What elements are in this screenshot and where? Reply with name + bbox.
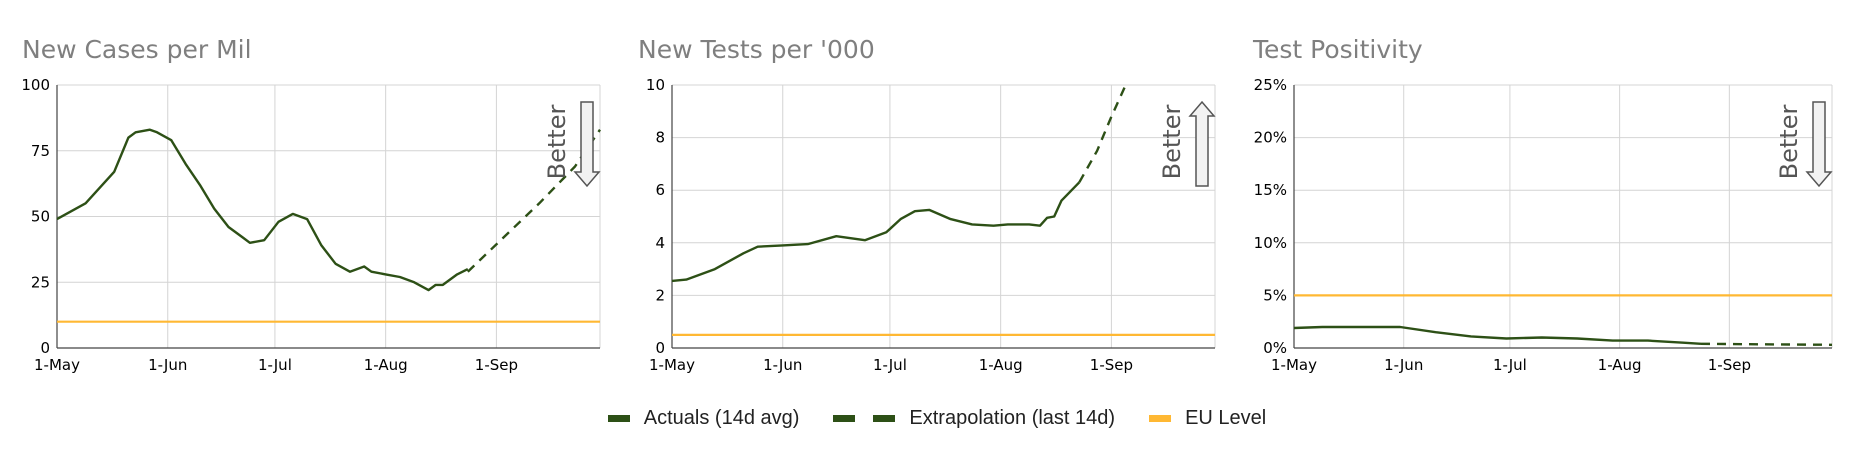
- chart-3-xtick-label-0: 1-May: [1271, 356, 1317, 374]
- chart-1-actual-line: [56, 128, 469, 292]
- chart-1-xtick-label-2: 1-Jul: [258, 356, 292, 374]
- chart-1-xtick-label-1: 1-Jun: [148, 356, 187, 374]
- charts-area: New Cases per Mil 0 25 50 75 100 1-May 1-Jun 1-J…: [21, 35, 1833, 374]
- chart-3-ytick-label-5: 25%: [1254, 76, 1287, 94]
- legend-label-actuals: Actuals (14d avg): [643, 406, 800, 429]
- chart-2-better-arrow-icon: [1188, 100, 1216, 187]
- chart-2-ytick-label-3: 6: [655, 181, 665, 199]
- chart-3-better-arrow-icon: [1805, 101, 1833, 188]
- chart-3-xtick-label-2: 1-Jul: [1493, 356, 1527, 374]
- chart-2-ytick-label-5: 10: [646, 76, 665, 94]
- chart-3-ytick-label-0: 0%: [1263, 339, 1287, 357]
- chart-2-xtick-label-1: 1-Jun: [763, 356, 802, 374]
- chart-3-actual-line: [1293, 325, 1702, 345]
- chart-1-title: New Cases per Mil: [22, 35, 252, 64]
- chart-2-ytick-label-0: 0: [655, 339, 665, 357]
- chart-2-ytick-label-1: 2: [655, 286, 665, 304]
- legend-label-eu-level: EU Level: [1185, 406, 1267, 429]
- chart-2-ytick-label-4: 8: [655, 129, 665, 147]
- chart-3-xtick-label-3: 1-Aug: [1598, 356, 1642, 374]
- chart-3-xtick-label-1: 1-Jun: [1384, 356, 1423, 374]
- chart-3-ytick-label-1: 5%: [1263, 286, 1287, 304]
- chart-3-xtick-label-4: 1-Sep: [1708, 356, 1751, 374]
- legend-item-extrapolation: Extrapolation (last 14d): [833, 407, 1115, 430]
- chart-3-ytick-label-3: 15%: [1254, 181, 1287, 199]
- chart-1-xtick-label-0: 1-May: [34, 356, 80, 374]
- chart-2-title: New Tests per '000: [638, 35, 875, 64]
- chart-1-xtick-label-3: 1-Aug: [364, 356, 408, 374]
- legend-swatch-actuals: [607, 414, 630, 422]
- chart-1-ytick-label-1: 25: [31, 273, 50, 291]
- chart-2-extrapolation-line: [1078, 84, 1127, 183]
- chart-2-xtick-label-4: 1-Sep: [1090, 356, 1133, 374]
- chart-2-actual-line: [671, 181, 1081, 283]
- chart-3-better-label: Better: [1775, 105, 1803, 180]
- chart-2-better-label: Better: [1158, 105, 1186, 180]
- chart-2-xtick-label-3: 1-Aug: [979, 356, 1023, 374]
- legend-item-actuals: Actuals (14d avg): [607, 406, 800, 430]
- chart-1-ytick-label-3: 75: [31, 142, 50, 160]
- chart-1-better-label: Better: [543, 105, 571, 180]
- chart-3-ytick-label-4: 20%: [1254, 129, 1287, 147]
- chart-3-title: Test Positivity: [1252, 35, 1423, 64]
- chart-3-ytick-label-2: 10%: [1254, 234, 1287, 252]
- chart-2-ytick-label-2: 4: [655, 234, 665, 252]
- legend-label-extrapolation: Extrapolation (last 14d): [909, 406, 1116, 429]
- chart-1-ytick-label-0: 0: [40, 339, 50, 357]
- chart-3-extrapolation-line: [1700, 342, 1833, 346]
- chart-1-ytick-label-4: 100: [21, 76, 50, 94]
- legend-swatch-eu-level: [1149, 414, 1172, 422]
- chart-2-xtick-label-0: 1-May: [649, 356, 695, 374]
- legend: Actuals (14d avg) Extrapolation (last 14…: [0, 400, 1874, 436]
- chart-1-xtick-label-4: 1-Sep: [475, 356, 518, 374]
- chart-1-ytick-label-2: 50: [31, 208, 50, 226]
- legend-item-eu-level: EU Level: [1149, 407, 1266, 430]
- chart-1-better-arrow-icon: [573, 101, 601, 188]
- chart-2-xtick-label-2: 1-Jul: [873, 356, 907, 374]
- legend-swatch-extrapolation: [833, 414, 896, 422]
